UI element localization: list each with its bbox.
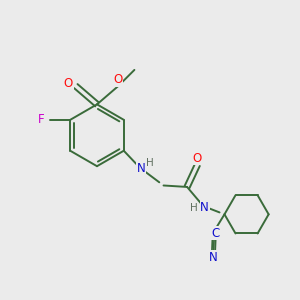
Text: N: N [136,163,145,176]
Text: N: N [209,251,218,264]
Text: N: N [200,201,209,214]
Text: H: H [190,203,198,213]
Text: C: C [212,227,220,240]
Text: O: O [193,152,202,165]
Text: O: O [114,73,123,86]
Text: O: O [64,77,73,90]
Text: F: F [38,113,45,126]
Text: H: H [146,158,154,167]
